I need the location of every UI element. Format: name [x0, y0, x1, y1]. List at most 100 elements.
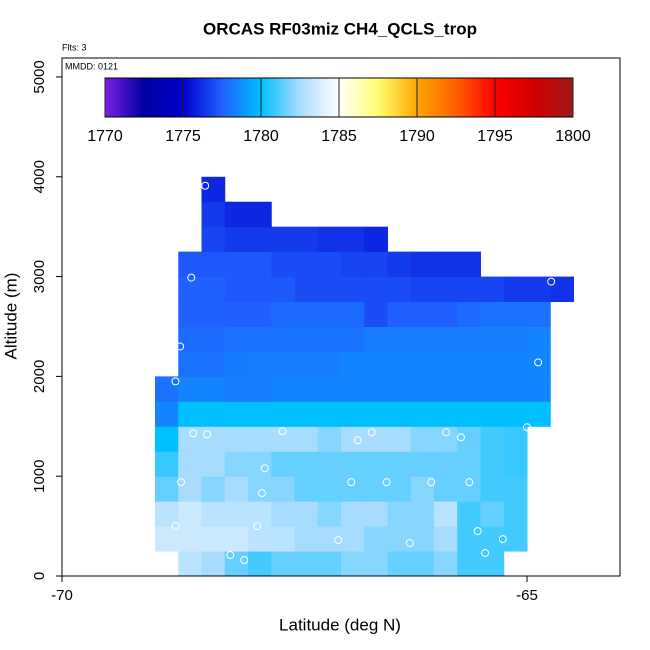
heatmap-cell — [364, 551, 388, 577]
x-tick-label: -65 — [516, 587, 538, 604]
heatmap-cell — [201, 301, 226, 327]
heatmap-cell — [480, 451, 505, 477]
observation-point — [189, 429, 198, 438]
heatmap-cell — [224, 226, 249, 253]
heatmap-cell — [271, 401, 295, 427]
heatmap-cell — [364, 226, 388, 253]
heatmap-cell — [248, 376, 272, 402]
heatmap-cell — [201, 426, 226, 452]
heatmap-cell — [457, 501, 481, 527]
heatmap-cell — [341, 251, 365, 278]
heatmap-cell — [364, 326, 388, 352]
heatmap-cell — [294, 526, 319, 552]
colorbar-tick-label: 1775 — [165, 128, 201, 145]
observation-point — [201, 181, 210, 190]
observation-point — [347, 478, 356, 487]
heatmap-cell — [317, 401, 342, 427]
heatmap-cell — [201, 276, 226, 303]
heatmap-cell — [387, 501, 412, 527]
heatmap-cell — [364, 451, 388, 477]
heatmap-cell — [201, 501, 226, 527]
heatmap-cell — [317, 351, 342, 377]
x-tick-label: -70 — [51, 587, 73, 604]
heatmap-cell — [248, 426, 272, 452]
heatmap-cell — [434, 451, 458, 477]
heatmap-cell — [178, 451, 202, 477]
heatmap-cell — [503, 276, 528, 303]
heatmap-cell — [364, 301, 388, 327]
heatmap-cell — [503, 401, 528, 427]
heatmap-cell — [434, 551, 458, 577]
heatmap-cell — [341, 376, 365, 402]
heatmap-cell — [527, 301, 551, 327]
heatmap-cell — [317, 301, 342, 327]
heatmap-cell — [178, 276, 202, 303]
heatmap-cell — [550, 276, 574, 303]
heatmap-cell — [364, 526, 388, 552]
heatmap-cell — [387, 251, 412, 278]
heatmap-cell — [248, 351, 272, 377]
heatmap-cell — [341, 226, 365, 253]
observation-point — [334, 536, 343, 545]
flights-label: Flts: 3 — [62, 42, 87, 52]
heatmap-cell — [434, 301, 458, 327]
heatmap-cell — [294, 426, 319, 452]
heatmap-cell — [527, 376, 551, 402]
heatmap-cell — [294, 301, 319, 327]
heatmap-cell — [201, 201, 226, 228]
heatmap-cell — [387, 351, 412, 377]
heatmap-cell — [178, 301, 202, 327]
heatmap-cell — [341, 501, 365, 527]
heatmap-cell — [248, 301, 272, 327]
heatmap-cell — [248, 326, 272, 352]
observation-point — [523, 423, 531, 432]
observation-point — [171, 522, 180, 531]
heatmap-cell — [224, 326, 249, 352]
observation-point — [442, 428, 451, 437]
y-tick-label: 1000 — [31, 460, 48, 493]
heatmap-cell — [248, 401, 272, 427]
observation-point — [473, 527, 482, 536]
observation-point — [177, 478, 186, 487]
heatmap-cell — [178, 326, 202, 352]
heatmap-cell — [503, 451, 528, 477]
heatmap-cell — [480, 351, 505, 377]
heatmap-cell — [503, 301, 528, 327]
heatmap-cell — [341, 301, 365, 327]
heatmap-cell — [457, 251, 481, 278]
heatmap-cell — [201, 226, 226, 253]
observation-point — [226, 551, 235, 560]
heatmap-cell — [387, 526, 412, 552]
heatmap-cell — [317, 326, 342, 352]
observation-point — [465, 478, 474, 487]
observation-point — [353, 436, 362, 445]
heatmap-cell — [271, 351, 295, 377]
heatmap-cell — [527, 326, 551, 352]
heatmap-cell — [294, 401, 319, 427]
heatmap-cell — [457, 426, 481, 452]
heatmap-cell — [410, 551, 435, 577]
heatmap-cell — [410, 326, 435, 352]
heatmap-cell — [201, 376, 226, 402]
heatmap-cell — [480, 326, 505, 352]
heatmap-cell — [224, 251, 249, 278]
heatmap-cell — [364, 501, 388, 527]
heatmap-cell — [224, 276, 249, 303]
heatmap-cell — [201, 551, 226, 577]
heatmap-cell — [271, 226, 295, 253]
heatmap-cell — [317, 476, 342, 502]
heatmap-cell — [341, 451, 365, 477]
heatmap-cell — [503, 426, 528, 452]
heatmap-cell — [294, 501, 319, 527]
heatmap-cell — [248, 251, 272, 278]
heatmap-cell — [527, 401, 551, 427]
observation-point — [176, 342, 185, 351]
heatmap-cell — [364, 351, 388, 377]
heatmap-cell — [434, 251, 458, 278]
heatmap-cell — [364, 276, 388, 303]
observation-point — [427, 478, 436, 487]
heatmap-cell — [178, 426, 202, 452]
observation-point — [382, 478, 391, 487]
heatmap-cell — [457, 401, 481, 427]
